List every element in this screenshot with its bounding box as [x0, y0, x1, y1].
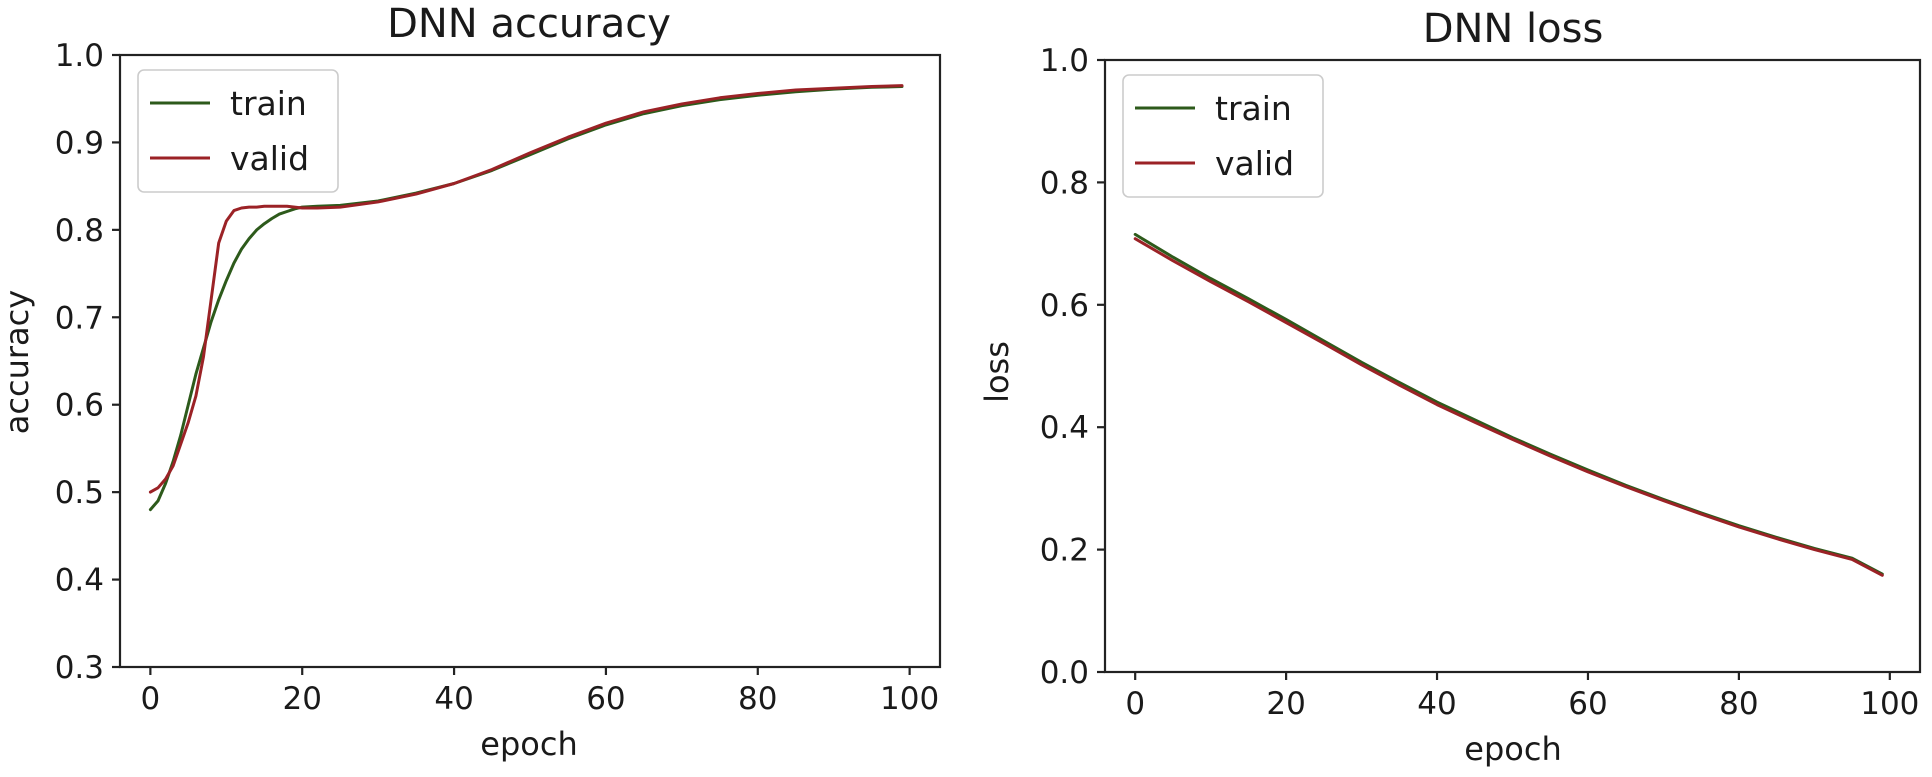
- y-tick-label: 1.0: [55, 38, 104, 74]
- y-axis-label: accuracy: [0, 290, 36, 434]
- y-tick-label: 0.0: [1040, 655, 1089, 691]
- x-axis-label: epoch: [480, 725, 577, 763]
- loss-chart: DNN loss epoch loss 0 20 40 60 80 100 0.0 0.2 0.…: [978, 6, 1922, 768]
- x-tick-label: 80: [738, 681, 777, 717]
- x-tick-label: 100: [1860, 686, 1919, 722]
- series-line-train: [1133, 232, 1884, 576]
- legend-label-valid: valid: [1215, 144, 1294, 183]
- legend-label-train: train: [230, 84, 307, 123]
- x-tick-label: 40: [434, 681, 473, 717]
- x-tick-label: 20: [1266, 686, 1305, 722]
- x-tick-label: 20: [282, 681, 321, 717]
- plot-frame: [118, 53, 942, 669]
- y-tick-label: 0.8: [1040, 165, 1089, 201]
- y-tick-label: 0.4: [55, 563, 104, 599]
- x-axis-label: epoch: [1464, 730, 1561, 768]
- series-line-train: [148, 85, 904, 512]
- legend: [1122, 74, 1324, 198]
- x-tick-label: 80: [1719, 686, 1758, 722]
- y-tick-label: 0.4: [1040, 410, 1089, 446]
- legend-label-train: train: [1215, 89, 1292, 128]
- series-line-valid: [148, 84, 904, 494]
- x-tick-label: 60: [1568, 686, 1607, 722]
- legend: [137, 69, 339, 193]
- series-line-valid: [1133, 237, 1884, 577]
- y-tick-label: 0.2: [1040, 533, 1089, 569]
- y-tick-label: 0.8: [55, 213, 104, 249]
- accuracy-chart: DNN accuracy epoch accuracy 0 20 40 60 80 100…: [0, 1, 942, 763]
- y-tick-label: 0.6: [1040, 288, 1089, 324]
- x-tick-label: 40: [1417, 686, 1456, 722]
- y-tick-label: 0.9: [55, 125, 104, 161]
- x-tick-label: 0: [141, 681, 161, 717]
- y-tick-label: 0.3: [55, 650, 104, 686]
- chart-title: DNN loss: [1423, 6, 1604, 52]
- x-tick-label: 100: [880, 681, 939, 717]
- chart-title: DNN accuracy: [387, 1, 671, 47]
- y-axis-label: loss: [978, 341, 1016, 403]
- y-tick-label: 0.5: [55, 475, 104, 511]
- y-tick-label: 0.6: [55, 388, 104, 424]
- y-tick-label: 1.0: [1040, 43, 1089, 79]
- x-tick-label: 0: [1125, 686, 1145, 722]
- y-tick-label: 0.7: [55, 300, 104, 336]
- plot-frame: [1103, 58, 1922, 674]
- x-tick-label: 60: [586, 681, 625, 717]
- legend-label-valid: valid: [230, 139, 309, 178]
